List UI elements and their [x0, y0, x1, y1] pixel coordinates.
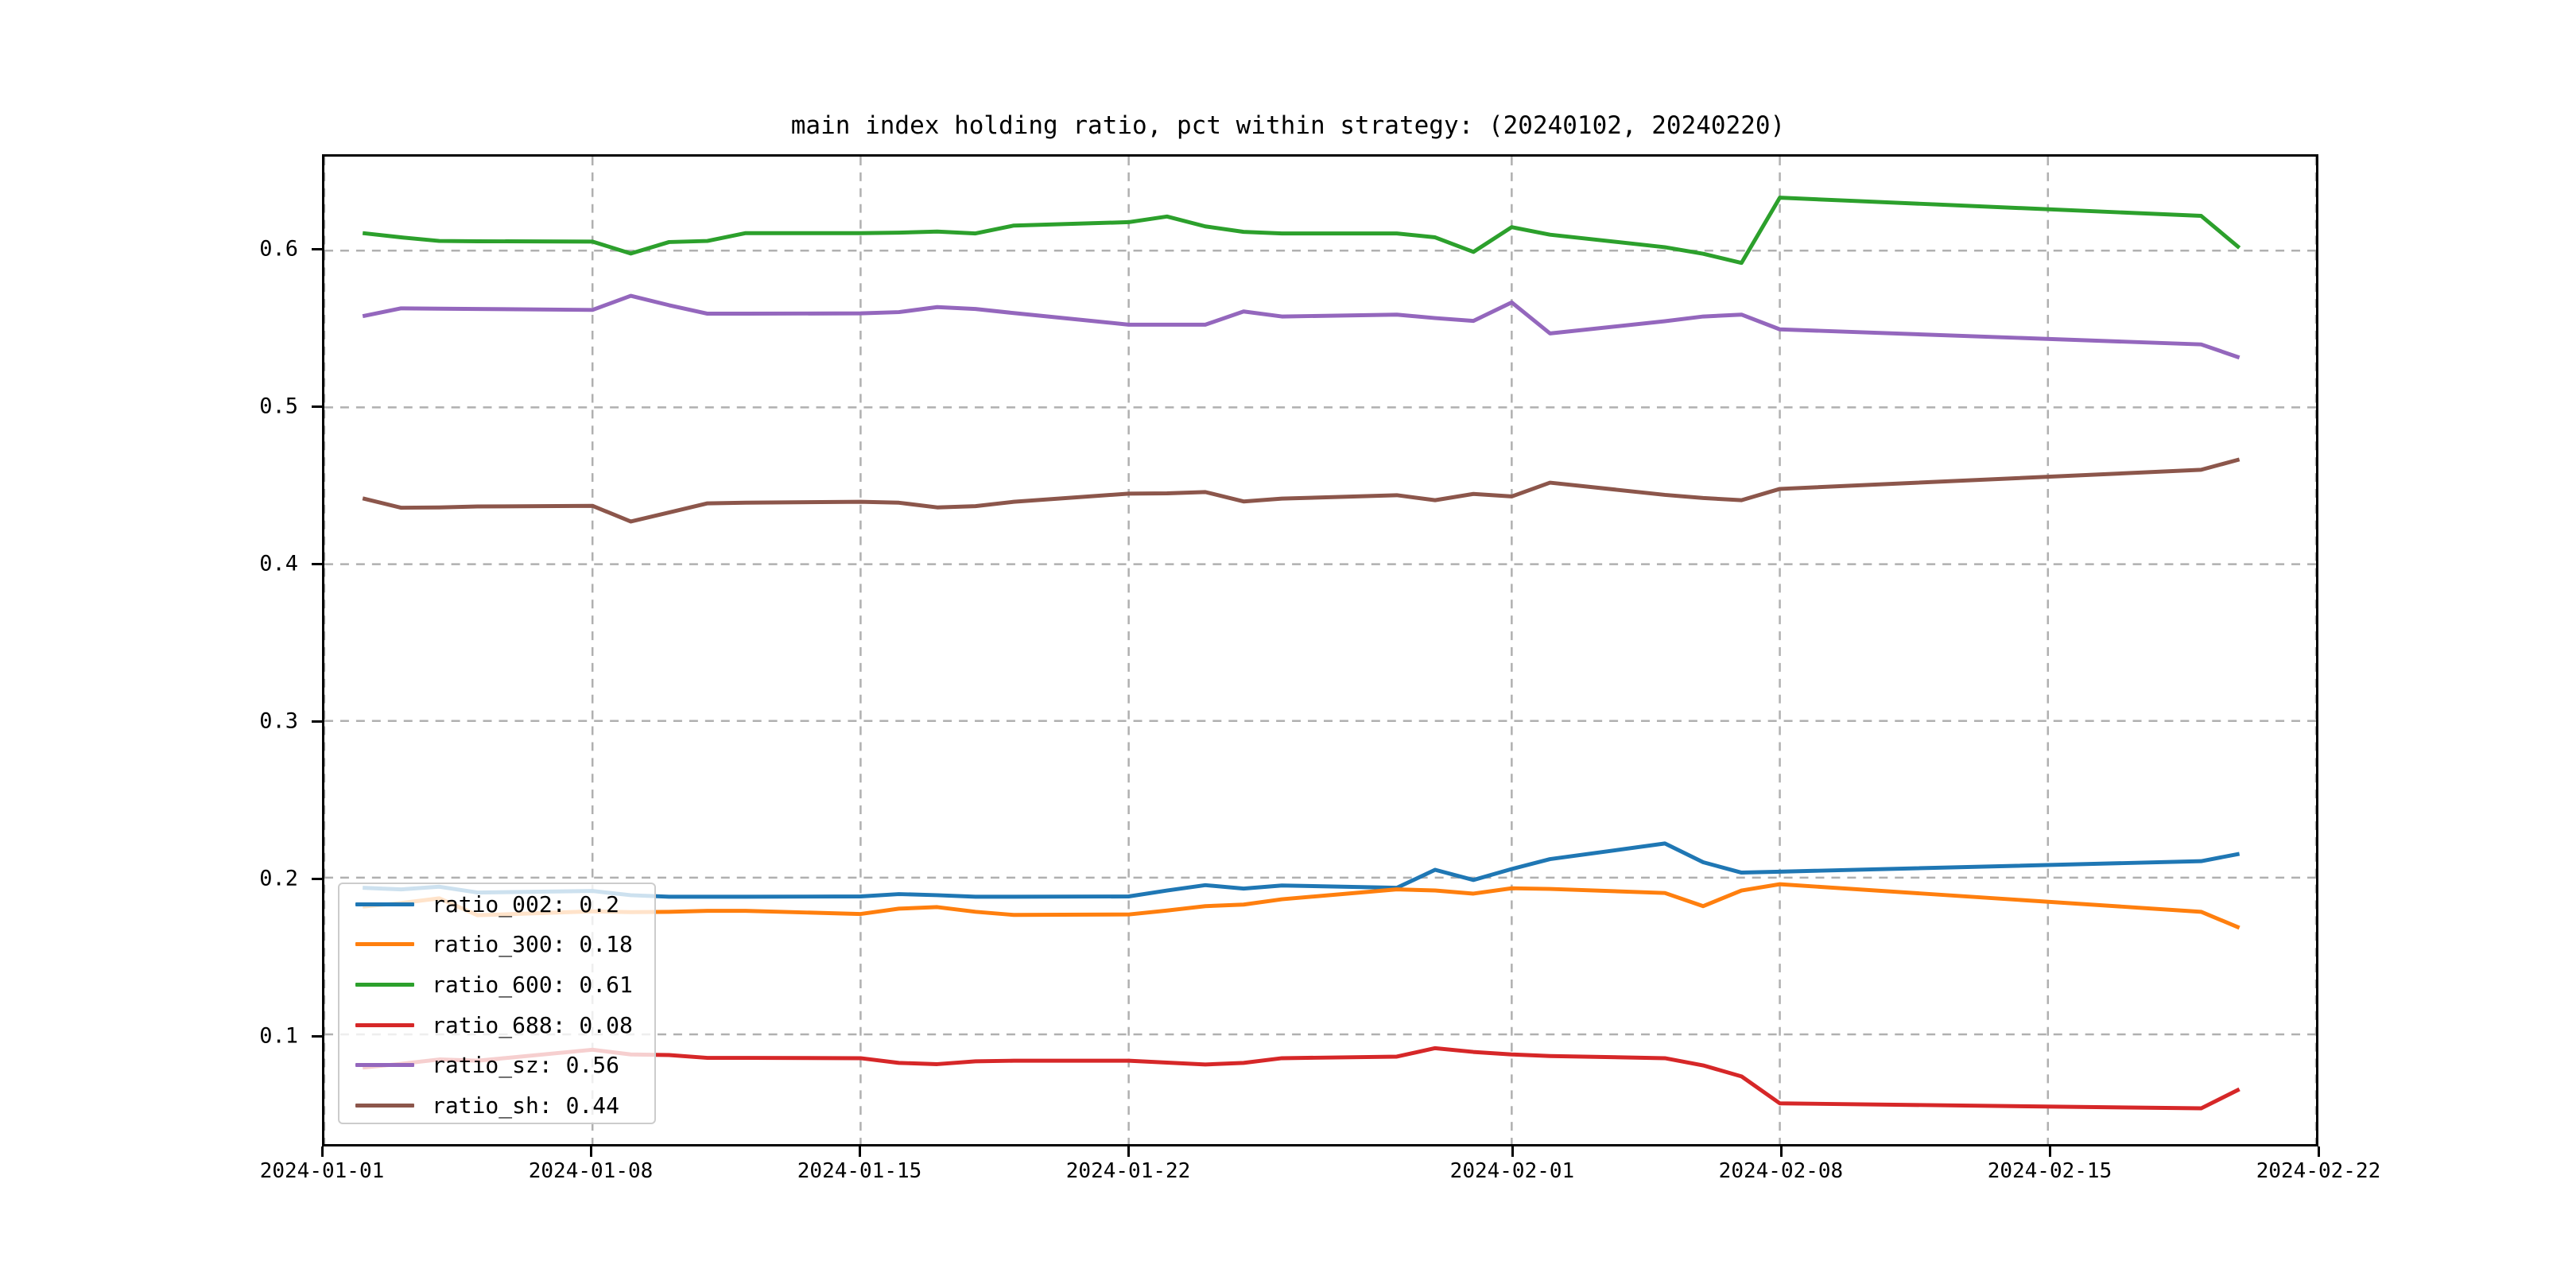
x-axis-tick-mark [1779, 1146, 1783, 1157]
y-axis-tick-mark [312, 247, 322, 250]
y-axis-tick-mark [312, 878, 322, 881]
x-axis-tick-mark [1511, 1146, 1514, 1157]
legend-item-label: ratio_002: 0.2 [432, 890, 620, 918]
legend-item-ratio_sh[interactable]: ratio_sh: 0.44 [339, 1085, 654, 1126]
legend-color-swatch [355, 1063, 414, 1068]
x-axis-tick-mark [590, 1146, 593, 1157]
y-axis-tick-label: 0.5 [259, 394, 298, 419]
series-line-ratio_600 [362, 196, 2241, 266]
y-axis-tick-mark [312, 720, 322, 724]
y-axis-tick-mark [312, 405, 322, 408]
x-axis-tick-label: 2024-02-15 [1987, 1159, 2112, 1183]
legend-item-label: ratio_sz: 0.56 [432, 1052, 620, 1079]
series-line-ratio_sz [362, 293, 2240, 360]
x-axis-tick-label: 2024-02-08 [1718, 1159, 1844, 1183]
x-axis-tick-mark [859, 1146, 862, 1157]
x-axis-tick-label: 2024-01-01 [259, 1159, 385, 1183]
legend-item-label: ratio_300: 0.18 [432, 931, 633, 958]
x-axis-tick-label: 2024-02-22 [2256, 1159, 2381, 1183]
legend-color-swatch [355, 1103, 414, 1108]
legend-item-ratio_688[interactable]: ratio_688: 0.08 [339, 1005, 654, 1046]
x-axis-tick-label: 2024-01-08 [528, 1159, 654, 1183]
legend-color-swatch [355, 1022, 414, 1027]
legend-color-swatch [355, 902, 414, 906]
series-line-ratio_sh [362, 457, 2240, 524]
legend-item-ratio_600[interactable]: ratio_600: 0.61 [339, 964, 654, 1005]
y-axis-tick-label: 0.6 [259, 236, 298, 262]
legend-item-label: ratio_688: 0.08 [432, 1011, 633, 1038]
x-axis-tick-label: 2024-01-15 [797, 1159, 922, 1183]
y-axis-tick-mark [312, 563, 322, 566]
legend-item-label: ratio_600: 0.61 [432, 971, 633, 998]
y-axis-tick-label: 0.1 [259, 1023, 298, 1049]
x-axis-tick-mark [321, 1146, 324, 1157]
legend-item-ratio_002[interactable]: ratio_002: 0.2 [339, 884, 654, 925]
chart-title: main index holding ratio, pct within str… [790, 111, 1786, 140]
x-axis-tick-mark [1127, 1146, 1131, 1157]
x-axis-tick-label: 2024-02-01 [1449, 1159, 1575, 1183]
x-axis-tick-mark [2318, 1146, 2320, 1157]
y-axis-tick-labels: 0.1 0.2 0.3 0.4 0.5 0.6 [0, 0, 298, 1288]
x-axis-tick-mark [2048, 1146, 2051, 1157]
legend-color-swatch [355, 982, 414, 987]
legend-item-label: ratio_sh: 0.44 [432, 1092, 620, 1119]
legend-item-ratio_sz[interactable]: ratio_sz: 0.56 [339, 1045, 654, 1085]
chart-legend[interactable]: ratio_002: 0.2 ratio_300: 0.18 ratio_600: … [338, 883, 656, 1124]
y-axis-tick-label: 0.4 [259, 551, 298, 576]
legend-color-swatch [355, 942, 414, 947]
x-axis-tick-label: 2024-01-22 [1065, 1159, 1191, 1183]
y-axis-tick-mark [312, 1035, 322, 1038]
y-axis-tick-label: 0.3 [259, 708, 298, 734]
legend-item-ratio_300[interactable]: ratio_300: 0.18 [339, 925, 654, 965]
y-axis-tick-label: 0.2 [259, 866, 298, 891]
